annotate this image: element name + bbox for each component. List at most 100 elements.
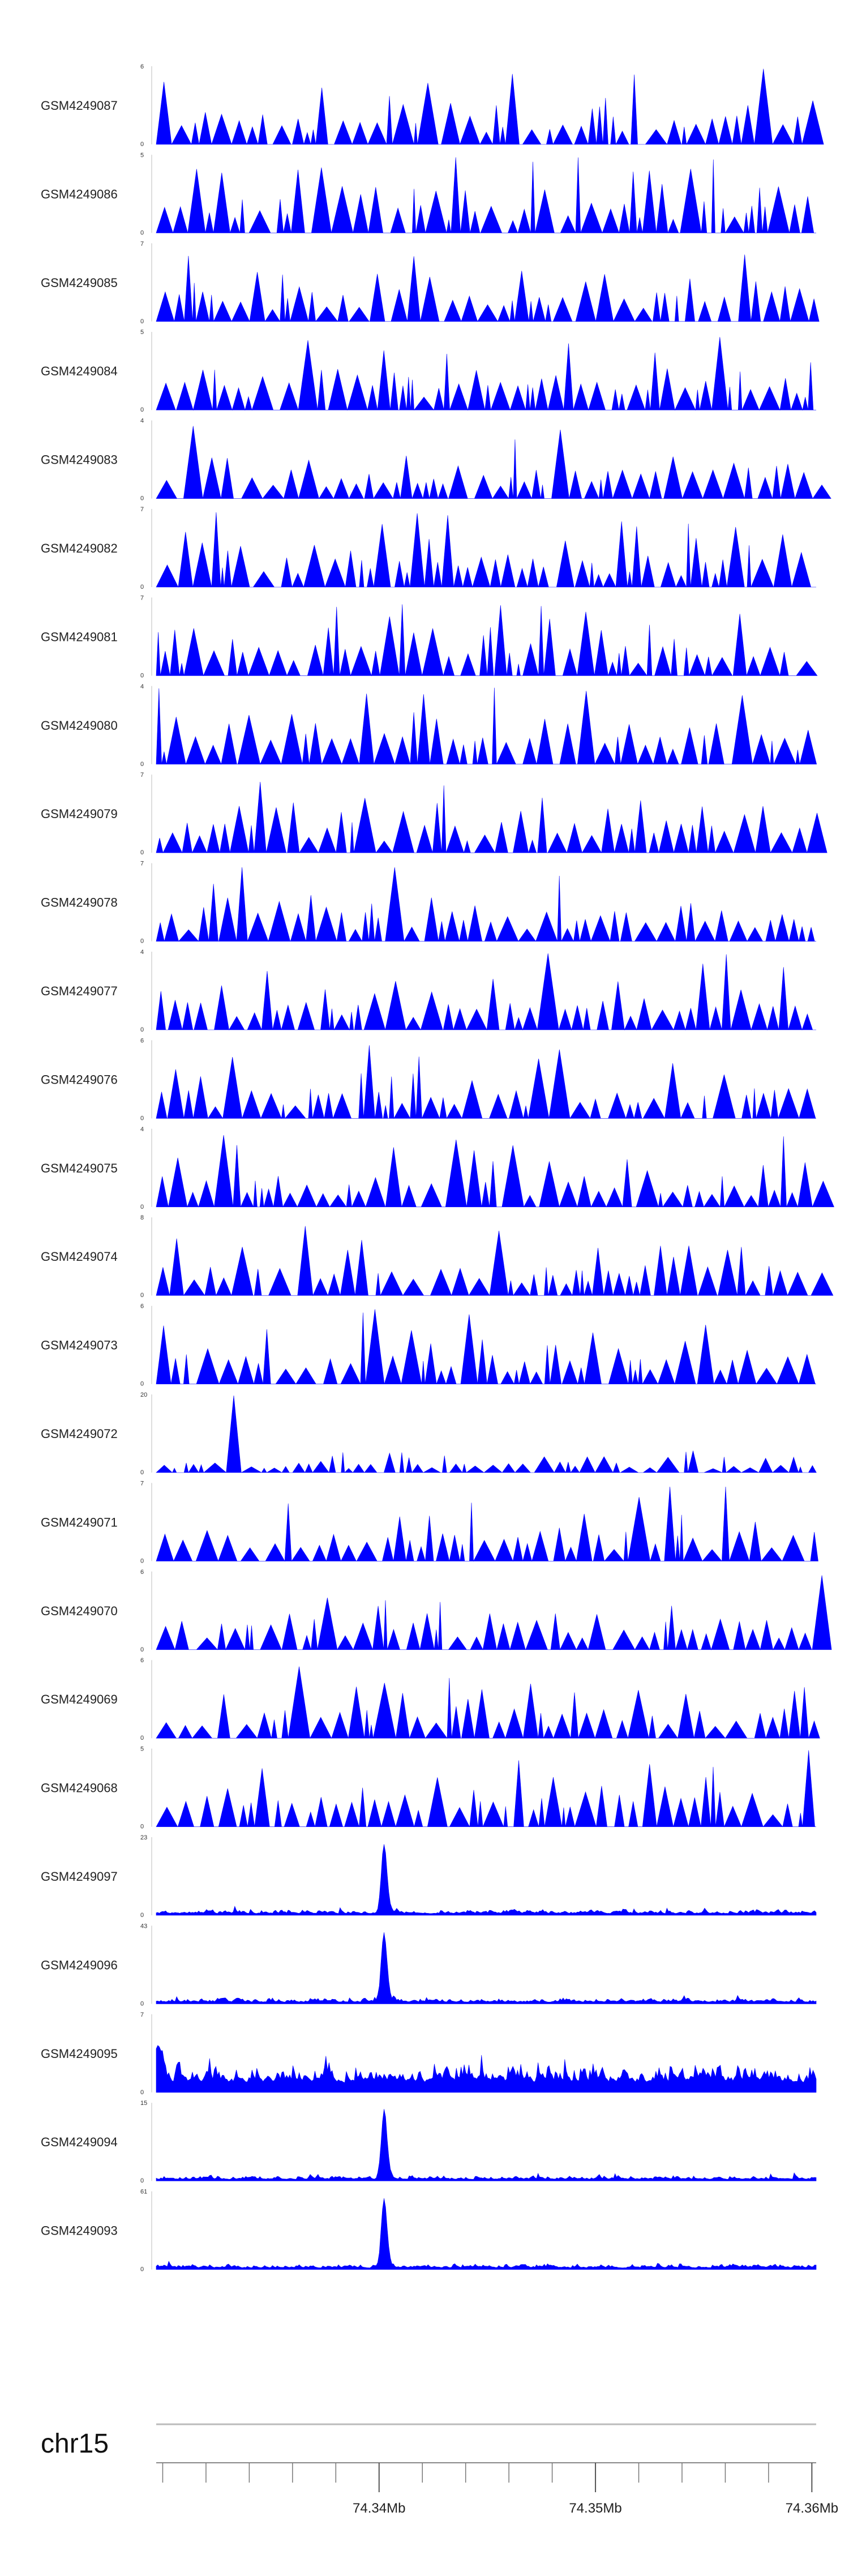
track-label: GSM4249082 (41, 541, 118, 555)
signal-area (156, 1666, 820, 1739)
signal-area (156, 1045, 816, 1119)
y-max-label: 5 (140, 329, 144, 336)
y-min-label: 0 (140, 1292, 144, 1299)
track-label: GSM4249073 (41, 1338, 118, 1353)
y-min-label: 0 (140, 2089, 144, 2096)
track-label: GSM4249078 (41, 896, 118, 910)
y-max-label: 7 (140, 861, 144, 867)
y-max-label: 7 (140, 594, 144, 601)
track-GSM4249093: GSM4249093 61 0 (41, 2189, 817, 2273)
track-GSM4249095: GSM4249095 7 0 (41, 2012, 817, 2096)
y-max-label: 7 (140, 772, 144, 778)
y-max-label: 7 (140, 2012, 144, 2018)
track-GSM4249087: GSM4249087 6 0 (41, 63, 824, 148)
y-min-label: 0 (140, 849, 144, 856)
chromosome-label: chr15 (41, 2429, 109, 2459)
track-GSM4249069: GSM4249069 6 0 (41, 1657, 820, 1741)
track-label: GSM4249086 (41, 187, 118, 201)
y-min-label: 0 (140, 672, 144, 679)
y-max-label: 43 (140, 1923, 147, 1929)
signal-area (156, 604, 818, 677)
y-max-label: 6 (140, 1569, 144, 1576)
signal-area (156, 867, 816, 942)
track-label: GSM4249069 (41, 1692, 118, 1706)
y-max-label: 6 (140, 1303, 144, 1310)
track-label: GSM4249079 (41, 807, 118, 821)
track-label: GSM4249070 (41, 1604, 118, 1618)
track-GSM4249078: GSM4249078 7 0 (41, 861, 816, 945)
track-label: GSM4249074 (41, 1250, 118, 1264)
signal-area (156, 426, 831, 499)
y-max-label: 7 (140, 1480, 144, 1487)
y-min-label: 0 (140, 2000, 144, 2007)
y-max-label: 7 (140, 506, 144, 513)
y-max-label: 5 (140, 1746, 144, 1753)
track-label: GSM4249095 (41, 2047, 118, 2061)
y-max-label: 8 (140, 1214, 144, 1221)
track-GSM4249079: GSM4249079 7 0 (41, 772, 827, 856)
x-tick-label: 74.34Mb (353, 2501, 405, 2516)
track-label: GSM4249075 (41, 1161, 118, 1175)
signal-area (156, 1135, 834, 1208)
signal-area (156, 512, 816, 588)
track-label: GSM4249080 (41, 718, 118, 733)
signal-area (156, 953, 816, 1031)
y-max-label: 15 (140, 2100, 147, 2107)
genome-axis: chr15 74.34Mb 74.35Mb 74.36Mb (41, 2423, 838, 2516)
y-min-label: 0 (140, 1557, 144, 1564)
track-label: GSM4249083 (41, 453, 118, 467)
y-min-label: 0 (140, 495, 144, 502)
signal-area (156, 1932, 817, 2004)
y-min-label: 0 (140, 2266, 144, 2273)
track-GSM4249077: GSM4249077 4 0 (41, 949, 816, 1033)
y-min-label: 0 (140, 1646, 144, 1653)
track-GSM4249081: GSM4249081 7 0 (41, 594, 818, 679)
track-GSM4249094: GSM4249094 15 0 (41, 2100, 817, 2184)
track-label: GSM4249084 (41, 364, 118, 378)
signal-area (156, 1226, 834, 1296)
track-GSM4249073: GSM4249073 6 0 (41, 1303, 816, 1388)
track-label: GSM4249072 (41, 1427, 118, 1441)
y-min-label: 0 (140, 318, 144, 325)
track-GSM4249085: GSM4249085 7 0 (41, 241, 820, 325)
track-GSM4249068: GSM4249068 5 0 (41, 1746, 816, 1830)
track-GSM4249086: GSM4249086 5 0 (41, 152, 816, 236)
y-max-label: 6 (140, 63, 144, 70)
y-min-label: 0 (140, 938, 144, 945)
track-label: GSM4249077 (41, 984, 118, 998)
track-GSM4249097: GSM4249097 23 0 (41, 1834, 817, 1919)
y-max-label: 4 (140, 1126, 144, 1133)
track-GSM4249084: GSM4249084 5 0 (41, 329, 816, 413)
y-min-label: 0 (140, 1912, 144, 1919)
track-label: GSM4249071 (41, 1515, 118, 1529)
signal-area (156, 1309, 816, 1385)
track-GSM4249076: GSM4249076 6 0 (41, 1037, 816, 1122)
track-GSM4249083: GSM4249083 4 0 (41, 418, 831, 502)
signal-area (156, 1750, 816, 1828)
track-label: GSM4249085 (41, 276, 118, 290)
y-min-label: 0 (140, 1469, 144, 1476)
y-max-label: 20 (140, 1392, 147, 1398)
signal-area (156, 2198, 817, 2270)
y-max-label: 4 (140, 418, 144, 425)
y-min-label: 0 (140, 406, 144, 413)
track-label: GSM4249087 (41, 99, 118, 113)
y-max-label: 4 (140, 683, 144, 690)
y-min-label: 0 (140, 229, 144, 236)
track-GSM4249082: GSM4249082 7 0 (41, 506, 816, 590)
y-min-label: 0 (140, 2177, 144, 2184)
y-min-label: 0 (140, 1735, 144, 1741)
tracks-group: GSM424908760GSM424908650GSM424908570GSM4… (41, 63, 834, 2273)
x-tick-label: 74.35Mb (569, 2501, 621, 2516)
y-max-label: 5 (140, 152, 144, 159)
y-min-label: 0 (140, 1824, 144, 1830)
signal-area (156, 1395, 817, 1473)
signal-area (156, 781, 827, 854)
track-GSM4249096: GSM4249096 43 0 (41, 1923, 817, 2007)
y-min-label: 0 (140, 1026, 144, 1033)
signal-area (156, 1486, 818, 1562)
track-label: GSM4249096 (41, 1958, 118, 1972)
track-GSM4249072: GSM4249072 20 0 (41, 1392, 817, 1476)
track-label: GSM4249068 (41, 1781, 118, 1795)
